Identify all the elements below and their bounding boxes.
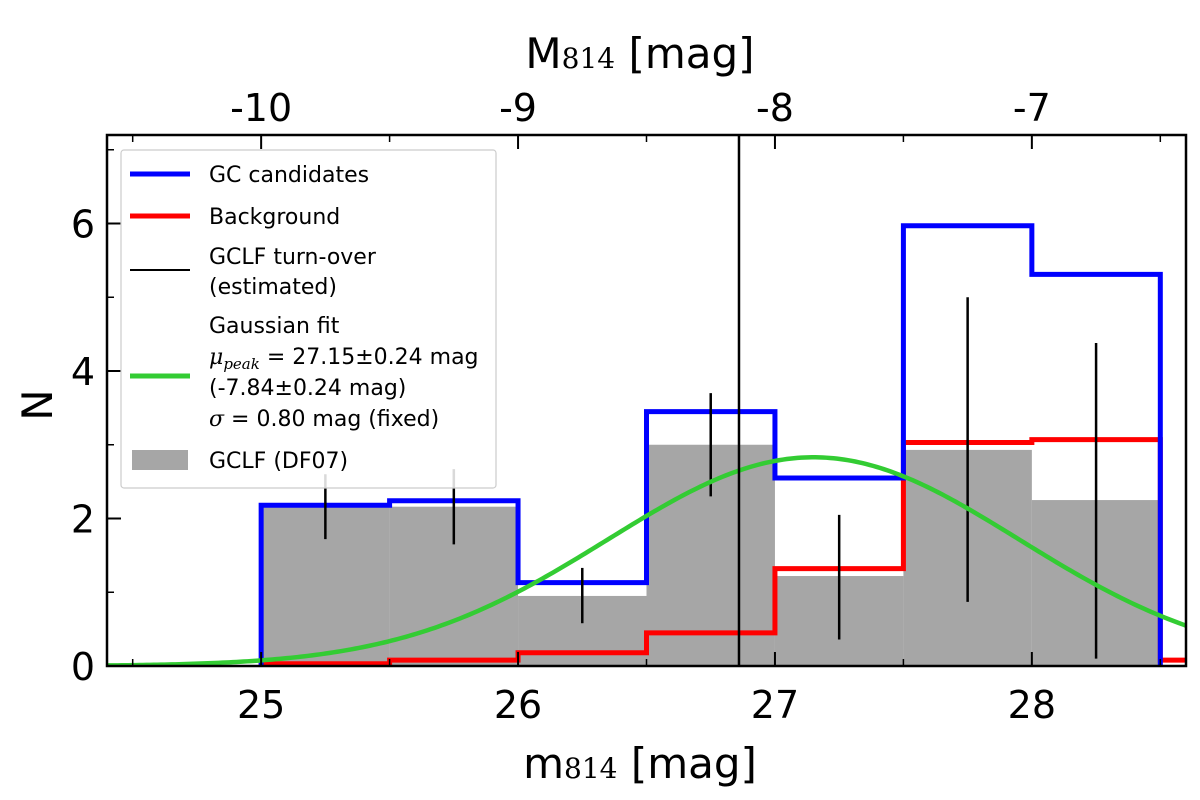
x-tick-label-2: 27 bbox=[751, 683, 799, 727]
top-tick-label-3: -7 bbox=[1013, 86, 1051, 130]
legend-background-label: Background bbox=[209, 205, 340, 230]
legend-turnover-label-line2: (estimated) bbox=[209, 275, 337, 300]
legend-gaussian-label-line1: Gaussian fit bbox=[209, 314, 340, 339]
legend-gaussian-label-line2: μpeak = 27.15±0.24 mag bbox=[209, 345, 479, 373]
legend-gc-candidates-label: GC candidates bbox=[209, 163, 369, 188]
plot-area bbox=[107, 135, 1186, 666]
x-tick-label-1: 26 bbox=[494, 683, 542, 727]
x-tick-label-3: 28 bbox=[1008, 683, 1056, 727]
top-tick-label-0: -10 bbox=[230, 86, 292, 130]
y-tick-label-2: 4 bbox=[71, 350, 95, 394]
legend-box bbox=[120, 149, 497, 489]
top-tick-label-2: -8 bbox=[756, 86, 794, 130]
legend-turnover-label-line1: GCLF turn-over bbox=[209, 245, 377, 270]
legend-gaussian-label-line3: (-7.84±0.24 mag) bbox=[209, 376, 406, 401]
legend: GC candidates Background GCLF turn-over … bbox=[120, 149, 497, 489]
legend-gaussian-label-line4: σ = 0.80 mag (fixed) bbox=[209, 407, 439, 432]
y-tick-label-3: 6 bbox=[71, 203, 95, 247]
x-tick-label-0: 25 bbox=[237, 683, 285, 727]
axes: 25 26 27 28 0 2 4 6 -10 -9 -8 -7 bbox=[71, 86, 1188, 727]
y-tick-label-0: 0 bbox=[71, 645, 95, 689]
legend-gclf-swatch bbox=[132, 450, 188, 470]
legend-gclf-label: GCLF (DF07) bbox=[209, 449, 348, 474]
y-tick-label-1: 2 bbox=[71, 498, 95, 542]
x-axis-title: m814 [mag] bbox=[523, 739, 757, 788]
y-axis-title: N bbox=[13, 389, 62, 420]
top-tick-label-1: -9 bbox=[499, 86, 537, 130]
gaussian-fit-curve bbox=[107, 455, 1186, 666]
top-axis-title: M814 [mag] bbox=[525, 29, 754, 78]
